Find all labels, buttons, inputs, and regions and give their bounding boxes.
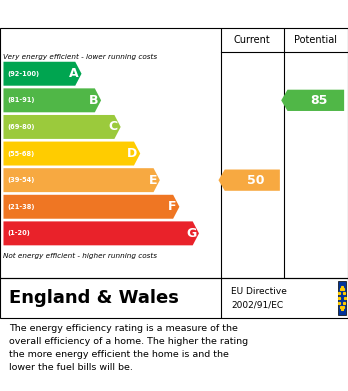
Text: (39-54): (39-54) xyxy=(8,177,35,183)
Bar xyxy=(338,281,346,315)
Text: (92-100): (92-100) xyxy=(8,71,40,77)
Polygon shape xyxy=(3,168,160,192)
Text: A: A xyxy=(69,67,79,80)
Text: (21-38): (21-38) xyxy=(8,204,35,210)
Text: F: F xyxy=(168,200,177,213)
Polygon shape xyxy=(3,62,81,86)
Text: Potential: Potential xyxy=(294,35,337,45)
Text: 50: 50 xyxy=(247,174,264,187)
Text: (1-20): (1-20) xyxy=(8,230,31,237)
Text: EU Directive: EU Directive xyxy=(231,287,287,296)
Polygon shape xyxy=(3,142,140,165)
Text: D: D xyxy=(127,147,137,160)
Text: C: C xyxy=(109,120,118,133)
Polygon shape xyxy=(3,88,101,112)
Text: Not energy efficient - higher running costs: Not energy efficient - higher running co… xyxy=(3,253,158,258)
Text: G: G xyxy=(186,227,196,240)
Text: Current: Current xyxy=(234,35,271,45)
Text: Energy Efficiency Rating: Energy Efficiency Rating xyxy=(9,7,219,22)
Text: (69-80): (69-80) xyxy=(8,124,35,130)
Text: 85: 85 xyxy=(311,94,328,107)
Text: B: B xyxy=(89,94,98,107)
Polygon shape xyxy=(3,195,180,219)
Text: (81-91): (81-91) xyxy=(8,97,35,103)
Text: The energy efficiency rating is a measure of the
overall efficiency of a home. T: The energy efficiency rating is a measur… xyxy=(9,324,248,373)
Text: England & Wales: England & Wales xyxy=(9,289,179,307)
Text: (55-68): (55-68) xyxy=(8,151,35,156)
Text: Very energy efficient - lower running costs: Very energy efficient - lower running co… xyxy=(3,54,158,60)
Polygon shape xyxy=(281,90,344,111)
Text: 2002/91/EC: 2002/91/EC xyxy=(231,301,284,310)
Text: E: E xyxy=(149,174,157,187)
Polygon shape xyxy=(3,221,199,245)
Polygon shape xyxy=(219,170,280,191)
Polygon shape xyxy=(3,115,121,139)
